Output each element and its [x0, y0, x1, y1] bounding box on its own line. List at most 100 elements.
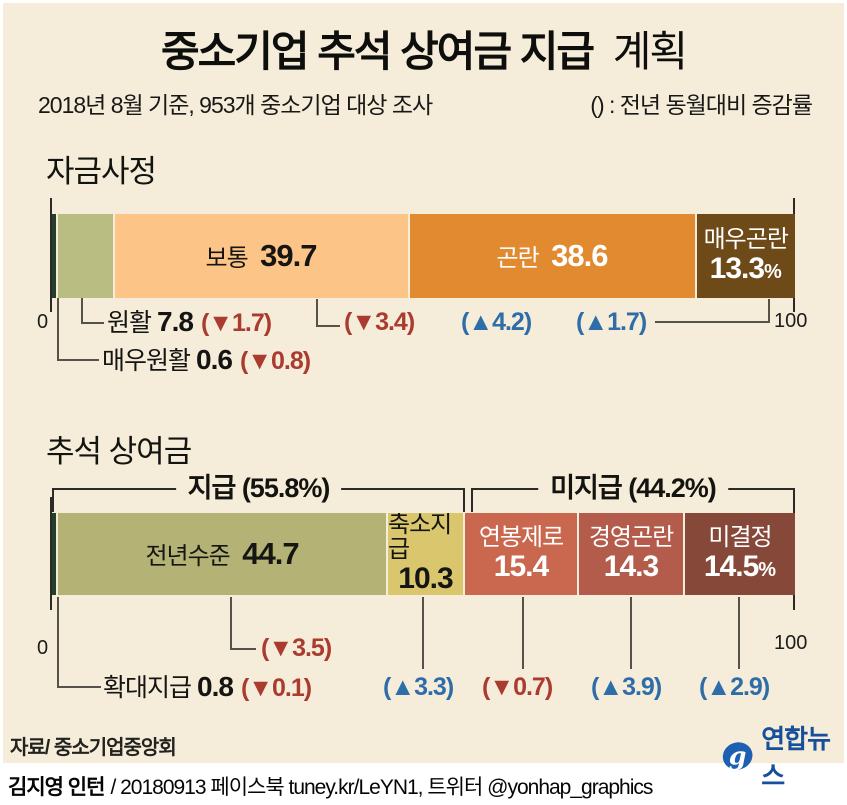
segment-label: 연봉제로 [478, 523, 564, 551]
callout-change: (▲2.9) [699, 673, 770, 701]
callout-change: (▲4.2) [461, 308, 532, 336]
connector-line [316, 299, 318, 327]
callout-business-difficulty: (▲3.9) [591, 671, 662, 707]
callout-change: (▼0.7) [482, 673, 553, 701]
chart2-axis-left [50, 497, 52, 610]
callout-change: (▼3.4) [344, 308, 415, 336]
bracket-tick [52, 488, 54, 512]
callout-label: 매우원활 [102, 347, 191, 375]
segment-label: 보통 [205, 245, 249, 272]
chart2-segment-undecided: 미결정 14.5% [685, 513, 795, 595]
segment-unit: % [764, 260, 782, 283]
segment-value: 39.7 [260, 238, 317, 273]
callout-very-difficult: (▲1.7) [576, 306, 647, 342]
chart2-segment-same-as-last-year: 전년수준 44.7 [58, 513, 388, 595]
brand-name: 연합뉴스 [761, 724, 831, 791]
connector-line [57, 298, 59, 361]
segment-label: 곤란 [496, 245, 540, 272]
bracket-tick [463, 488, 465, 512]
chart1-segment-normal: 보통 39.7 [114, 214, 410, 298]
callout-value: 0.6 [196, 344, 233, 375]
page-title-strong: 중소기업 추석 상여금 지급 [160, 28, 595, 75]
bracket-unpaid: 미지급 (44.2%) [471, 468, 795, 516]
credit-author: 김지영 인턴 [8, 776, 105, 799]
brand-logo: g 연합뉴스 [718, 719, 847, 793]
page-title: 중소기업 추석 상여금 지급 계획 [0, 18, 847, 79]
chart2-title: 추석 상여금 [46, 434, 192, 469]
credit-detail: / 20180913 페이스북 tuney.kr/LeYN1, 트위터 @yon… [110, 776, 653, 799]
callout-very-smooth: 매우원활 0.6 (▼0.8) [102, 344, 311, 381]
segment-label: 전년수준 [145, 543, 230, 570]
chart1-segment-very-difficult: 매우곤란 13.3% [696, 214, 795, 298]
chart2-segment-expanded [52, 513, 58, 595]
callout-reduced: (▲3.3) [383, 671, 454, 707]
segment-value: 13.3 [709, 251, 765, 285]
chart1-title: 자금사정 [46, 154, 157, 189]
callout-value: 0.8 [197, 671, 234, 702]
bracket-tick [471, 488, 473, 512]
callout-change: (▼3.5) [261, 634, 332, 662]
chart1-axis-min: 0 [37, 311, 49, 333]
segment-label: 축소지급 [388, 513, 452, 564]
chart2-segment-annual-salary: 연봉제로 15.4 [465, 513, 579, 595]
callout-same-as-last-year: (▼3.5) [261, 632, 332, 668]
segment-value: 10.3 [398, 562, 453, 595]
source-note: 자료/ 중소기업중앙회 [10, 737, 177, 759]
chart1-segment-very-smooth [52, 214, 58, 298]
logo-glyph: g [729, 740, 747, 770]
chart2-segment-business-difficulty: 경영곤란 14.3 [579, 513, 685, 595]
segment-value: 44.7 [242, 536, 299, 571]
segment-label: 경영곤란 [588, 523, 674, 551]
callout-change: (▲3.3) [383, 673, 454, 701]
callout-change: (▼0.8) [239, 347, 311, 375]
connector-line [57, 597, 59, 688]
segment-value: 14.3 [603, 549, 659, 583]
chart1-segment-smooth [58, 214, 115, 298]
callout-change: (▲1.7) [576, 308, 647, 336]
connector-line [57, 686, 101, 688]
connector-line [738, 597, 740, 669]
credit-line: 김지영 인턴/ 20180913 페이스북 tuney.kr/LeYN1, 트위… [8, 771, 653, 801]
callout-smooth: 원활 7.8 (▼1.7) [107, 306, 272, 343]
connector-line [316, 325, 340, 327]
legend-note: () : 전년 동월대비 증감률 [590, 92, 813, 118]
callout-normal: (▼3.4) [344, 306, 415, 342]
survey-note: 2018년 8월 기준, 953개 중소기업 대상 조사 [38, 92, 433, 118]
connector-line [630, 597, 632, 669]
chart2-axis-max: 100 [774, 632, 808, 654]
segment-value: 15.4 [493, 549, 549, 583]
connector-line [230, 648, 256, 650]
segment-label: 미결정 [708, 523, 772, 551]
chart2-segment-reduced: 축소지급 10.3 [388, 513, 465, 595]
callout-difficult: (▲4.2) [461, 306, 532, 342]
connector-line [81, 322, 104, 324]
segment-value: 38.6 [551, 238, 608, 273]
chart1-stacked-bar: 보통 39.7 곤란 38.6 매우곤란 13.3% [52, 214, 795, 298]
yonhap-logo-icon: g [722, 740, 753, 770]
connector-line [522, 597, 524, 669]
connector-line [422, 597, 424, 669]
callout-label: 원활 [107, 309, 152, 337]
chart1-axis-max: 100 [774, 310, 808, 332]
callout-label: 확대지급 [103, 674, 192, 702]
bracket-paid: 지급 (55.8%) [52, 468, 465, 516]
chart1-segment-difficult: 곤란 38.6 [409, 214, 697, 298]
connector-line [57, 359, 99, 361]
chart1-axis-left [50, 198, 52, 312]
segment-label: 매우곤란 [703, 225, 789, 253]
callout-annual-salary: (▼0.7) [482, 671, 553, 707]
callout-change: (▲3.9) [591, 673, 662, 701]
page-title-light: 계획 [612, 28, 688, 75]
chart2-axis-min: 0 [37, 637, 49, 659]
connector-line [655, 321, 770, 323]
connector-line [768, 299, 770, 323]
segment-value: 14.5 [703, 549, 759, 583]
segment-unit: % [758, 558, 777, 581]
callout-expanded: 확대지급 0.8 (▼0.1) [103, 671, 312, 708]
callout-change: (▼1.7) [200, 309, 272, 337]
chart2-stacked-bar: 전년수준 44.7 축소지급 10.3 연봉제로 15.4 경영곤란 14.3 … [52, 513, 795, 595]
callout-undecided: (▲2.9) [699, 671, 770, 707]
bracket-label-unpaid: 미지급 (44.2%) [538, 468, 728, 508]
callout-value: 7.8 [157, 306, 194, 337]
bracket-label-paid: 지급 (55.8%) [175, 468, 342, 508]
